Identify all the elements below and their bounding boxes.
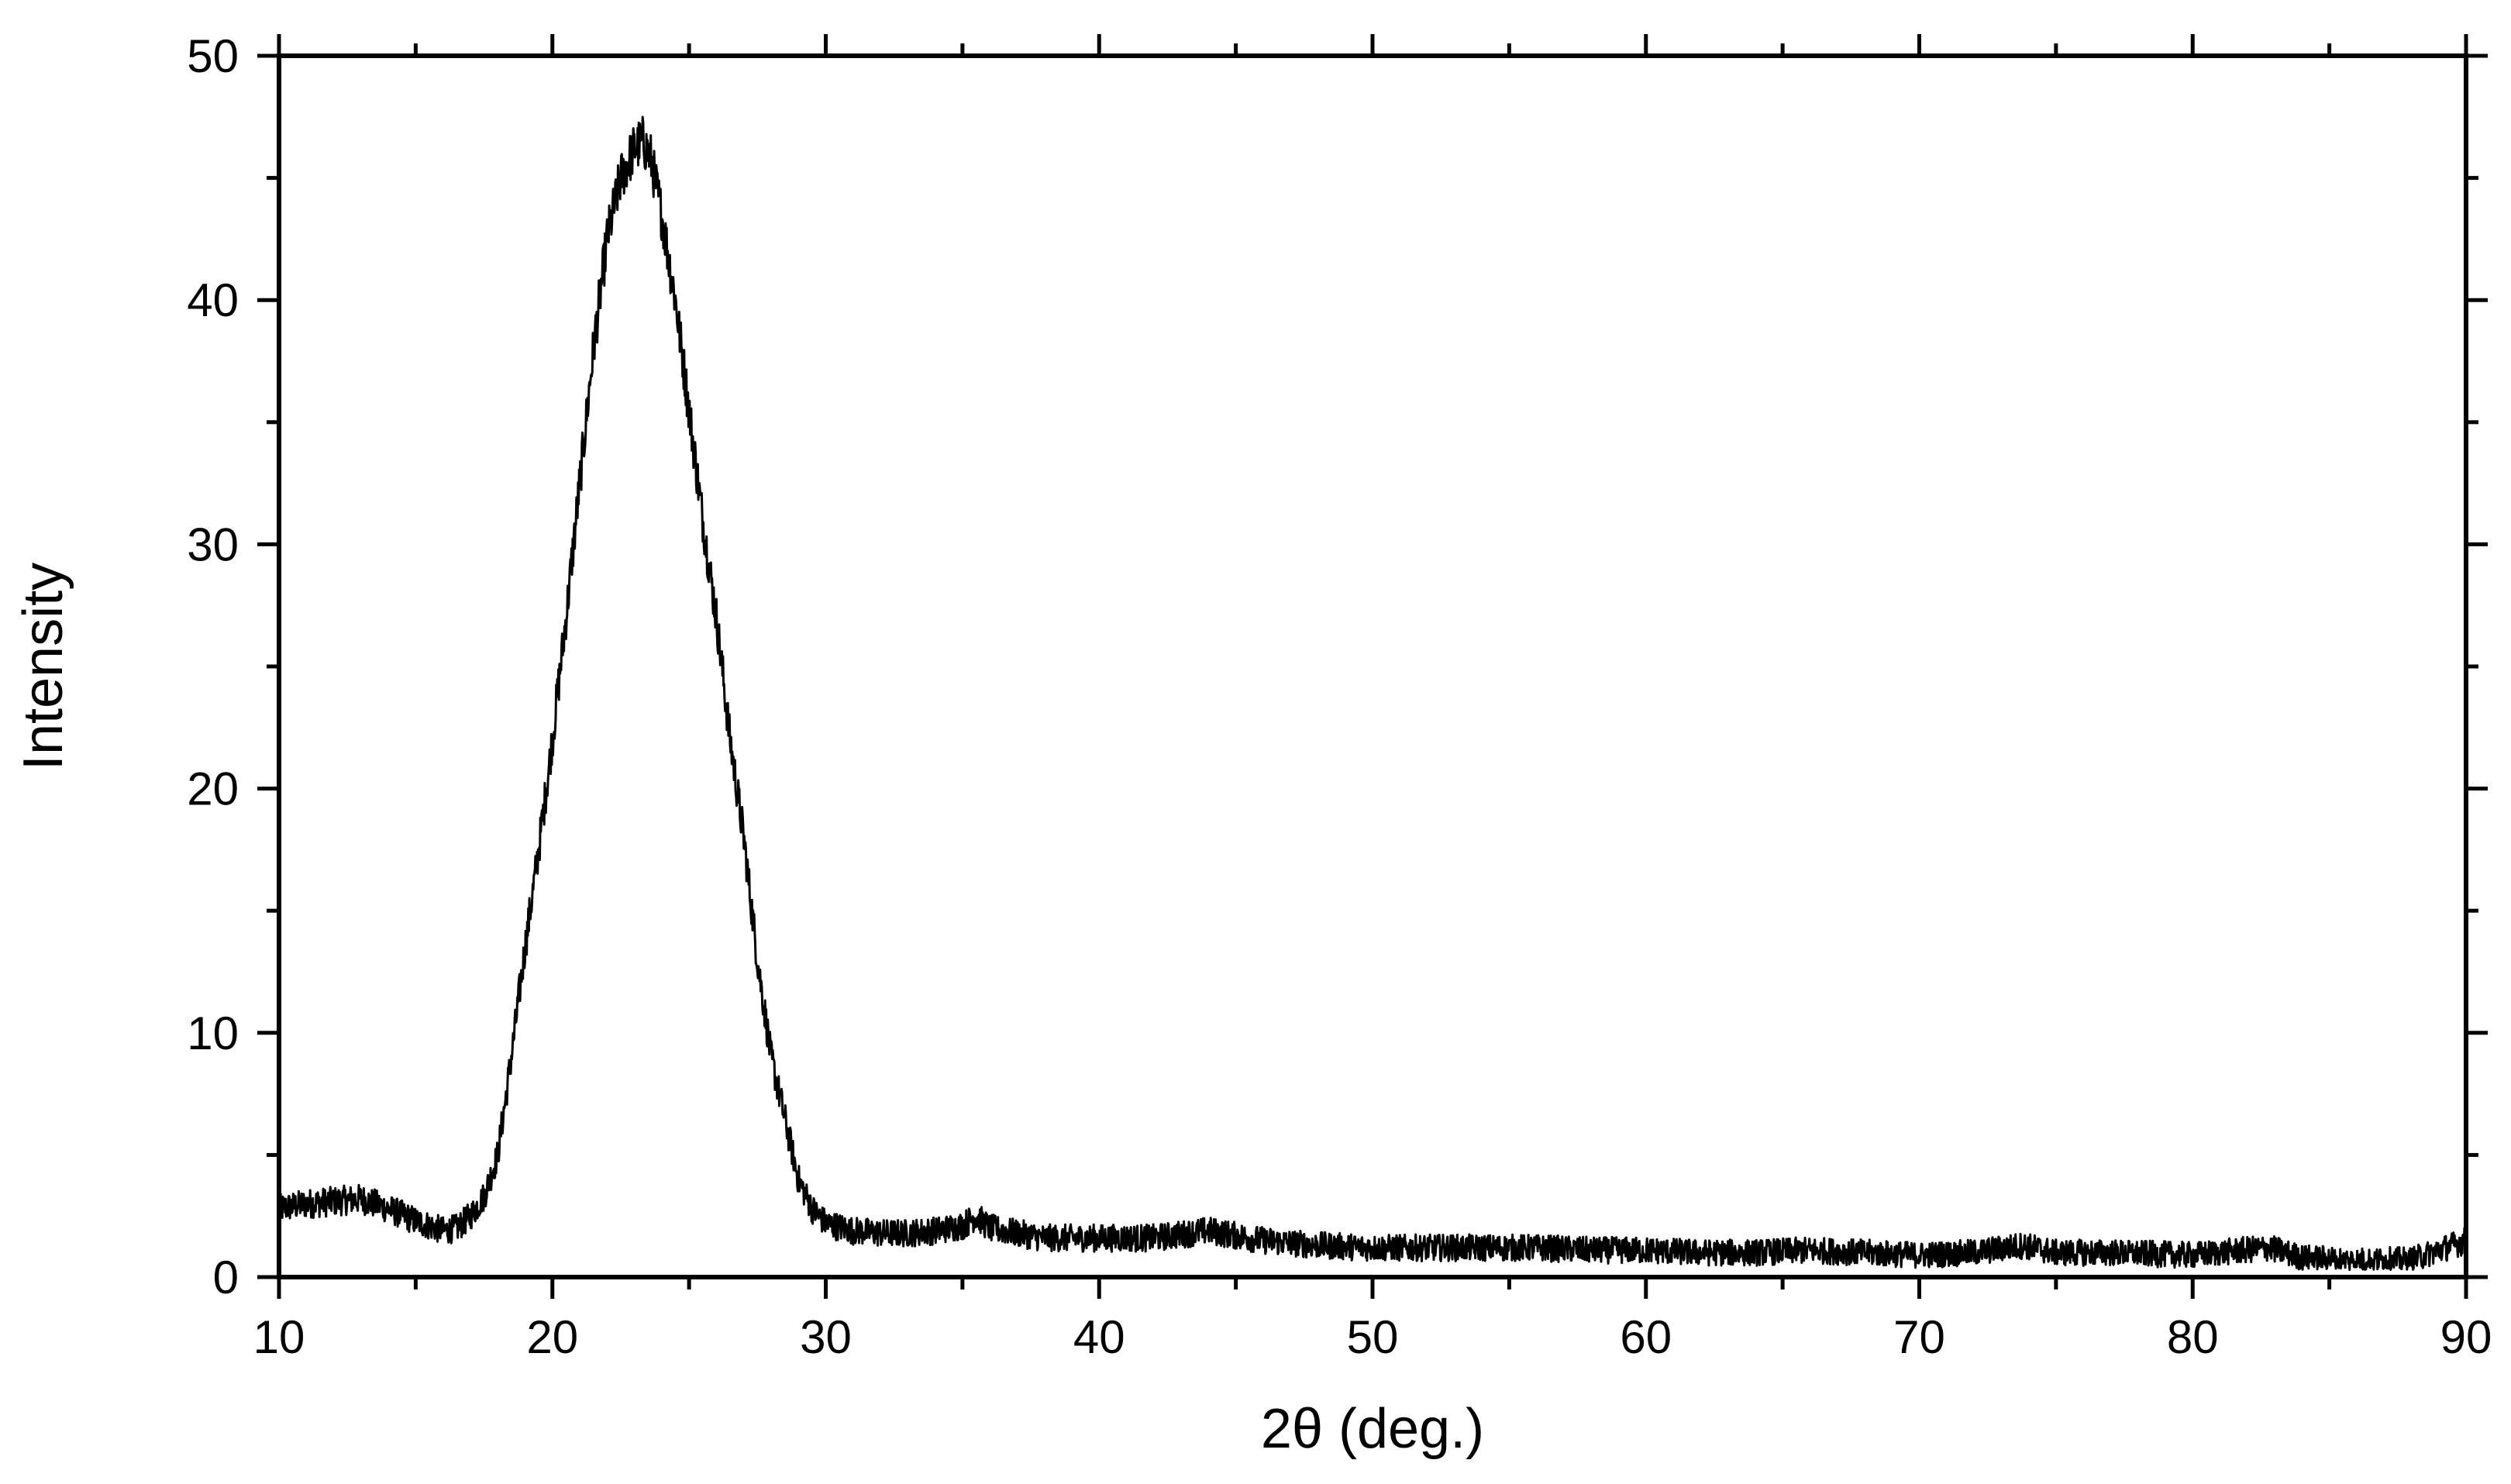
x-axis-title: 2θ (deg.) xyxy=(1261,1398,1484,1460)
y-tick-label: 10 xyxy=(187,1007,239,1059)
x-tick-label: 40 xyxy=(1073,1311,1125,1363)
y-tick-label: 20 xyxy=(187,763,239,815)
y-tick-label: 30 xyxy=(187,518,239,570)
x-tick-label: 90 xyxy=(2440,1311,2492,1363)
x-tick-label: 60 xyxy=(1620,1311,1672,1363)
x-tick-label: 50 xyxy=(1347,1311,1399,1363)
series-line xyxy=(277,115,2468,1271)
y-tick-label: 0 xyxy=(213,1252,239,1303)
x-tick-label: 20 xyxy=(526,1311,578,1363)
axis-tick-labels: 10 20 30 40 50 60 70 80 90 0 10 20 30 40 50 xyxy=(187,30,2492,1363)
x-tick-label: 10 xyxy=(253,1311,305,1363)
x-tick-label: 80 xyxy=(2167,1311,2219,1363)
axis-ticks xyxy=(257,34,2488,1299)
y-axis-title: Intensity xyxy=(12,563,74,770)
y-tick-label: 50 xyxy=(187,30,239,82)
x-tick-label: 30 xyxy=(800,1311,852,1363)
x-tick-label: 70 xyxy=(1893,1311,1945,1363)
data-line-group xyxy=(277,115,2468,1271)
y-tick-label: 40 xyxy=(187,274,239,326)
